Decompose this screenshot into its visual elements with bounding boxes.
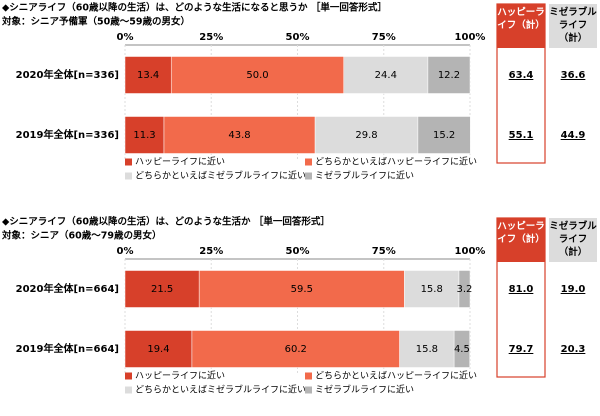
- chart-title: ◆シニアライフ（60歳以降の生活）は、どのような生活か ［単一回答形式］: [2, 216, 330, 228]
- summary-value: 20.3: [561, 344, 586, 355]
- legend-swatch: [305, 386, 312, 394]
- legend-label: ハッピーライフに近い: [135, 156, 225, 168]
- category-label: 2019年全体[n=664]: [16, 342, 119, 355]
- x-tick-label: 25%: [199, 32, 223, 43]
- value-label: 60.2: [285, 344, 307, 355]
- value-label: 15.8: [416, 344, 438, 355]
- summary-header: ハッピーライフ（計）: [497, 7, 545, 31]
- bar-segment: [404, 270, 460, 308]
- summary-value: 19.0: [561, 284, 586, 295]
- category-label: 2020年全体[n=664]: [16, 282, 119, 295]
- summary-header-bg: [497, 4, 545, 48]
- bar-segment: [170, 56, 344, 94]
- legend-swatch: [125, 386, 132, 394]
- bar-segment: [124, 270, 200, 308]
- value-label: 59.5: [291, 284, 313, 295]
- summary-value: 55.1: [509, 130, 534, 141]
- legend-swatch: [125, 372, 132, 380]
- summary-header: ハッピーライフ（計）: [497, 221, 545, 245]
- summary-value: 81.0: [509, 284, 534, 295]
- legend-swatch: [305, 158, 312, 166]
- chart-subtitle: 対象：シニア予備軍（50歳～59歳の男女）: [1, 16, 190, 28]
- value-label: 15.2: [433, 130, 455, 141]
- value-label: 12.2: [438, 70, 460, 81]
- legend-label: ハッピーライフに近い: [135, 370, 225, 382]
- bar-segment: [124, 56, 172, 94]
- bar-segment: [191, 330, 400, 368]
- bar-segment: [458, 270, 471, 308]
- bar-segment: [198, 270, 405, 308]
- legend-label: ミゼラブルライフに近い: [315, 384, 414, 396]
- summary-value: 79.7: [509, 344, 534, 355]
- chart-title: ◆シニアライフ（60歳以降の生活）は、どのような生活になると思うか ［単一回答形…: [2, 2, 387, 14]
- x-tick-label: 50%: [286, 246, 310, 257]
- bar-segment: [399, 330, 455, 368]
- value-label: 24.4: [375, 70, 397, 81]
- bar-segment: [427, 56, 471, 94]
- value-label: 15.8: [421, 284, 443, 295]
- value-label: 13.4: [137, 70, 159, 81]
- legend-label: ミゼラブルライフに近い: [315, 170, 414, 182]
- bar-segment: [343, 56, 429, 94]
- value-label: 19.4: [147, 344, 169, 355]
- legend-swatch: [125, 172, 132, 180]
- bar-segment: [163, 116, 316, 154]
- bar-segment: [124, 330, 193, 368]
- bar-segment: [124, 116, 165, 154]
- value-label: 43.8: [228, 130, 250, 141]
- x-tick-label: 25%: [199, 246, 223, 257]
- x-tick-label: 100%: [455, 32, 486, 43]
- summary-header: ミゼラブルライフ（計）: [549, 7, 597, 44]
- x-tick-label: 0%: [117, 32, 134, 43]
- value-label: 29.8: [355, 130, 377, 141]
- summary-header: ミゼラブルライフ（計）: [549, 221, 597, 258]
- x-tick-label: 0%: [117, 246, 134, 257]
- x-tick-label: 100%: [455, 246, 486, 257]
- category-label: 2019年全体[n=336]: [16, 128, 119, 141]
- summary-value: 44.9: [561, 130, 586, 141]
- summary-header-bg: [497, 218, 545, 262]
- legend-label: どちらかといえばハッピーライフに近い: [315, 370, 477, 382]
- x-tick-label: 75%: [372, 246, 396, 257]
- bar-segment: [417, 116, 471, 154]
- x-tick-label: 75%: [372, 32, 396, 43]
- summary-header-bg: [549, 218, 597, 262]
- value-label: 3.2: [457, 284, 473, 295]
- value-label: 11.3: [133, 130, 155, 141]
- summary-value: 36.6: [561, 70, 586, 81]
- summary-header-bg: [549, 4, 597, 48]
- category-label: 2020年全体[n=336]: [16, 68, 119, 81]
- legend-label: どちらかといえばハッピーライフに近い: [315, 156, 477, 168]
- summary-value: 63.4: [509, 70, 534, 81]
- value-label: 50.0: [246, 70, 268, 81]
- value-label: 4.5: [454, 344, 470, 355]
- legend-label: どちらかといえばミゼラブルライフに近い: [135, 384, 306, 396]
- chart-subtitle: 対象：シニア（60歳～79歳の男女）: [1, 230, 161, 242]
- bar-segment: [453, 330, 470, 368]
- legend-swatch: [305, 372, 312, 380]
- bar-segment: [314, 116, 419, 154]
- legend-label: どちらかといえばミゼラブルライフに近い: [135, 170, 306, 182]
- legend-swatch: [305, 172, 312, 180]
- value-label: 21.5: [151, 284, 173, 295]
- x-tick-label: 50%: [286, 32, 310, 43]
- legend-swatch: [125, 158, 132, 166]
